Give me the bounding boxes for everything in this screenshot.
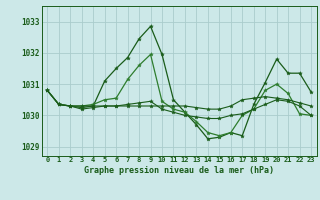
X-axis label: Graphe pression niveau de la mer (hPa): Graphe pression niveau de la mer (hPa): [84, 166, 274, 175]
